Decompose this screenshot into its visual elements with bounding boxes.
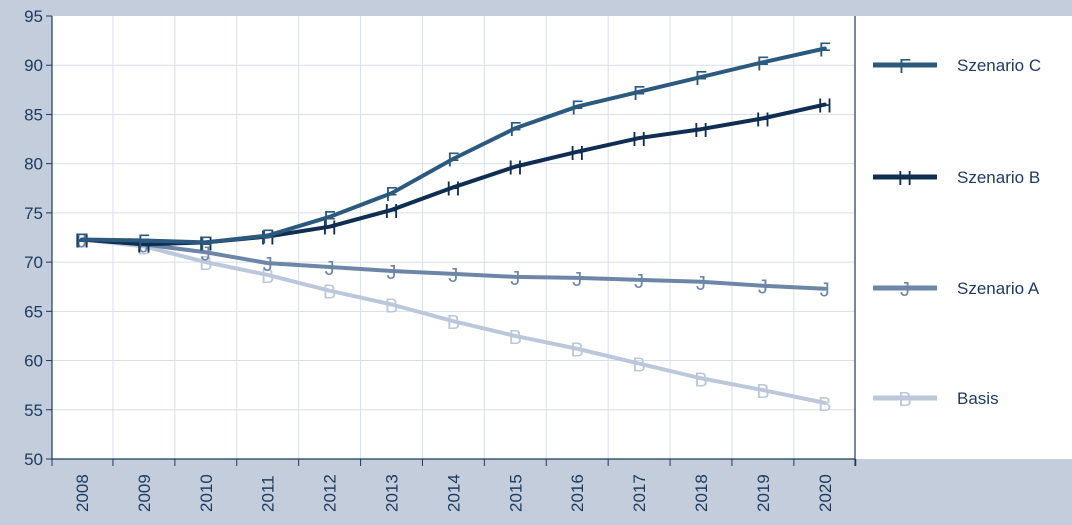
data-point-marker: F xyxy=(323,208,335,230)
data-point-marker: B xyxy=(756,381,769,403)
legend-marker: F xyxy=(899,56,911,78)
data-point-marker: F xyxy=(262,227,274,249)
y-tick-label: 50 xyxy=(24,450,43,469)
legend-item: H Szenario B xyxy=(873,168,1040,190)
legend-item: F Szenario C xyxy=(873,56,1041,78)
data-point-marker: F xyxy=(76,230,88,252)
data-point-marker: F xyxy=(633,83,645,105)
x-tick-label: 2015 xyxy=(506,474,525,512)
x-tick-label: 2011 xyxy=(259,475,278,512)
data-point-marker: F xyxy=(138,231,150,253)
data-point-marker: B xyxy=(632,355,645,377)
data-point-marker: B xyxy=(694,369,707,391)
data-point-marker: J xyxy=(448,265,458,287)
data-point-marker: B xyxy=(509,327,522,349)
legend-label: Basis xyxy=(957,389,999,408)
legend-label: Szenario B xyxy=(957,168,1040,187)
y-tick-label: 70 xyxy=(24,253,43,272)
x-tick-label: 2016 xyxy=(568,474,587,512)
series-line xyxy=(80,46,827,245)
data-point-marker: F xyxy=(509,119,521,141)
x-tick-label: 2019 xyxy=(754,474,773,512)
data-point-marker: F xyxy=(200,233,212,255)
axes: 50 55 60 65 70 75 80 85 90 95 2008 2009 2010 2011 2012… xyxy=(24,7,857,512)
data-point-marker: J xyxy=(387,262,397,284)
legend-item: J Szenario A xyxy=(873,279,1040,301)
series-line xyxy=(80,237,827,291)
data-point-marker: F xyxy=(819,39,831,61)
data-point-marker: H xyxy=(694,120,708,142)
data-point-marker: H xyxy=(632,129,646,151)
y-tick-label: 80 xyxy=(24,155,43,174)
data-point-marker: J xyxy=(510,268,520,290)
y-tick-label: 60 xyxy=(24,352,43,371)
data-point-marker: B xyxy=(385,295,398,317)
data-point-marker: H xyxy=(570,143,584,165)
data-point-marker: B xyxy=(261,266,274,288)
plot-area xyxy=(52,16,855,459)
y-tick-label: 95 xyxy=(24,7,43,26)
y-tick-label: 55 xyxy=(24,401,43,420)
data-point-marker: F xyxy=(571,98,583,120)
data-point-marker: H xyxy=(446,178,460,200)
legend-item: B Basis xyxy=(873,389,999,411)
data-point-marker: H xyxy=(818,96,832,118)
data-point-marker: B xyxy=(323,282,336,304)
data-point-marker: H xyxy=(508,158,522,180)
data-point-marker: J xyxy=(634,271,644,293)
x-tick-label: 2013 xyxy=(383,474,402,512)
data-point-marker: H xyxy=(199,233,213,255)
y-tick-label: 85 xyxy=(24,105,43,124)
data-point-marker: H xyxy=(384,201,398,223)
data-point-marker: B xyxy=(447,312,460,334)
data-point-marker: J xyxy=(696,273,706,295)
data-point-marker: B xyxy=(199,253,212,275)
data-point-marker: F xyxy=(447,150,459,172)
data-point-marker: F xyxy=(695,68,707,90)
series-group: F F F F F F F F F F F F F xyxy=(76,39,831,255)
data-point-marker: J xyxy=(325,258,335,280)
data-point-marker: B xyxy=(818,394,831,416)
data-point-marker: J xyxy=(572,269,582,291)
series-line xyxy=(80,237,827,405)
data-point-marker: J xyxy=(139,235,149,257)
legend-marker: J xyxy=(900,279,910,301)
data-point-marker: F xyxy=(385,184,397,206)
data-point-marker: H xyxy=(756,109,770,131)
y-tick-label: 65 xyxy=(24,302,43,321)
data-point-marker: J xyxy=(820,280,830,302)
x-tick-label: 2020 xyxy=(816,474,835,512)
x-tick-label: 2010 xyxy=(197,474,216,512)
y-tick-label: 75 xyxy=(24,204,43,223)
data-point-marker: J xyxy=(263,254,273,276)
data-point-marker: J xyxy=(758,277,768,299)
legend-label: Szenario A xyxy=(957,279,1040,298)
x-tick-label: 2014 xyxy=(444,474,463,512)
x-tick-label: 2008 xyxy=(73,474,92,512)
legend: F Szenario C H Szenario B J Szenario A B Basis xyxy=(873,56,1041,411)
x-tick-label: 2009 xyxy=(135,474,154,512)
data-point-marker: F xyxy=(757,53,769,75)
y-tick-label: 90 xyxy=(24,56,43,75)
data-point-marker: H xyxy=(322,218,336,240)
x-tick-label: 2012 xyxy=(321,474,340,512)
legend-label: Szenario C xyxy=(957,56,1041,75)
legend-marker: H xyxy=(898,168,912,190)
data-point-marker: J xyxy=(201,243,211,265)
x-tick-label: 2017 xyxy=(630,474,649,512)
legend-marker: B xyxy=(898,389,911,411)
data-point-marker: B xyxy=(571,340,584,362)
x-tick-label: 2018 xyxy=(692,474,711,512)
legend-box xyxy=(855,16,1072,459)
